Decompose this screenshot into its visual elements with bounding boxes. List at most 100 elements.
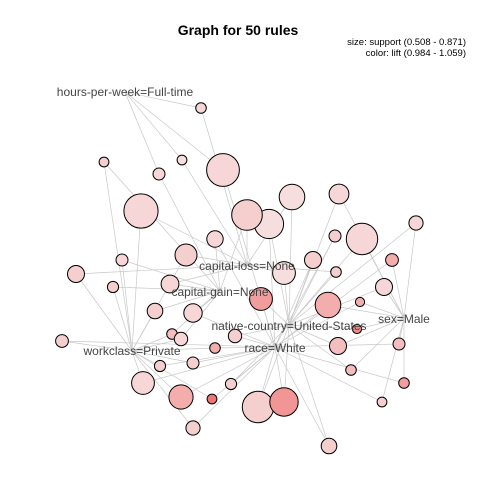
rule-edge: [124, 91, 224, 171]
rule-edge: [288, 271, 337, 326]
item-label-race: race=White: [244, 341, 305, 355]
rule-edge: [124, 91, 183, 161]
rule-edge: [124, 91, 160, 175]
rule-edge: [181, 159, 248, 266]
item-label-workclass: workclass=Private: [82, 344, 180, 358]
rule-node: [176, 154, 188, 166]
rule-edge: [112, 286, 133, 352]
rule-node: [131, 371, 155, 395]
rule-node: [152, 167, 166, 181]
rule-node: [227, 328, 243, 344]
rule-node: [153, 359, 167, 373]
rule-edge: [131, 350, 194, 365]
rule-node: [160, 274, 180, 294]
rule-edge: [75, 263, 248, 275]
rule-node: [115, 253, 129, 267]
rules-layer: [55, 102, 424, 455]
rule-edge: [131, 333, 173, 352]
item-labels: hours-per-week=Full-time capital-loss=No…: [57, 85, 430, 358]
rule-edge: [234, 323, 290, 337]
rule-edge: [159, 345, 276, 367]
rule-edge: [288, 324, 330, 447]
rule-node: [173, 331, 189, 347]
item-label-capital-gain: capital-gain=None: [171, 285, 268, 299]
rule-edge: [213, 238, 221, 292]
rule-edge: [274, 346, 330, 447]
rule-node: [354, 296, 366, 308]
rule-edge: [192, 345, 276, 364]
rule-edge: [214, 238, 276, 348]
rule-edge: [274, 346, 383, 403]
rule-edge: [381, 317, 405, 403]
rule-node: [329, 337, 347, 355]
legend-size: size: support (0.508 - 0.871): [347, 37, 466, 48]
item-label-hours: hours-per-week=Full-time: [57, 85, 194, 99]
rule-node: [249, 287, 273, 311]
rule-node: [345, 364, 357, 376]
rule-node: [408, 215, 424, 231]
rule-edge: [214, 346, 276, 350]
rule-node: [55, 334, 69, 348]
rule-edge: [274, 346, 405, 384]
rule-edge: [288, 324, 352, 371]
rule-node: [278, 183, 306, 211]
rule-node: [345, 222, 379, 256]
rule-edge: [274, 235, 336, 348]
rule-node: [206, 393, 218, 405]
rule-edge: [268, 223, 277, 348]
rule-edge: [180, 346, 276, 398]
rule-node: [123, 193, 159, 229]
rule-node: [269, 387, 299, 417]
rule-node: [168, 384, 194, 410]
rule-node: [376, 396, 388, 408]
rule-node: [314, 291, 342, 319]
rule-edge: [359, 301, 405, 319]
rule-node: [185, 420, 201, 436]
rule-edge: [350, 317, 405, 371]
graph-title: Graph for 50 rules: [178, 22, 299, 38]
rule-node: [195, 102, 207, 114]
rule-node: [272, 261, 296, 285]
rule-node: [241, 390, 275, 424]
rule-edge: [337, 317, 405, 347]
rule-edge: [131, 350, 194, 429]
rule-edge: [230, 324, 290, 385]
rule-edge: [103, 161, 221, 292]
rule-node: [375, 278, 393, 296]
rule-node: [398, 377, 410, 389]
rule-node: [392, 337, 406, 351]
rule-node: [183, 303, 203, 323]
rule-edge: [142, 346, 276, 384]
rule-edge: [211, 346, 276, 400]
rule-edge: [390, 259, 405, 319]
legend-color: color: lift (0.984 - 1.059): [366, 48, 466, 59]
rule-node: [186, 356, 200, 370]
rule-node: [328, 229, 342, 243]
rule-node: [224, 377, 238, 391]
rule-node: [385, 253, 399, 267]
rule-node: [231, 199, 263, 231]
item-label-sex: sex=Male: [378, 312, 430, 326]
rule-node: [304, 251, 322, 269]
rule-node: [328, 183, 350, 205]
rule-node: [320, 437, 338, 455]
item-label-native-country: native-country=United-States: [211, 319, 366, 333]
rule-node: [330, 266, 342, 278]
rule-node: [206, 230, 224, 248]
rule-edge: [61, 339, 133, 352]
rule-edge: [131, 347, 216, 353]
rule-node: [67, 265, 85, 283]
rule-edge: [140, 210, 248, 266]
rule-node: [174, 243, 198, 267]
rule-edge: [274, 301, 361, 348]
rule-edge: [403, 222, 418, 319]
item-label-capital-loss: capital-loss=None: [199, 259, 295, 273]
rule-node: [209, 342, 221, 354]
rule-edge: [120, 259, 133, 352]
rule-node: [351, 323, 363, 335]
rule-edge: [124, 91, 202, 110]
rule-edge: [75, 273, 133, 352]
rule-node: [146, 302, 164, 320]
rule-edge: [61, 340, 276, 349]
